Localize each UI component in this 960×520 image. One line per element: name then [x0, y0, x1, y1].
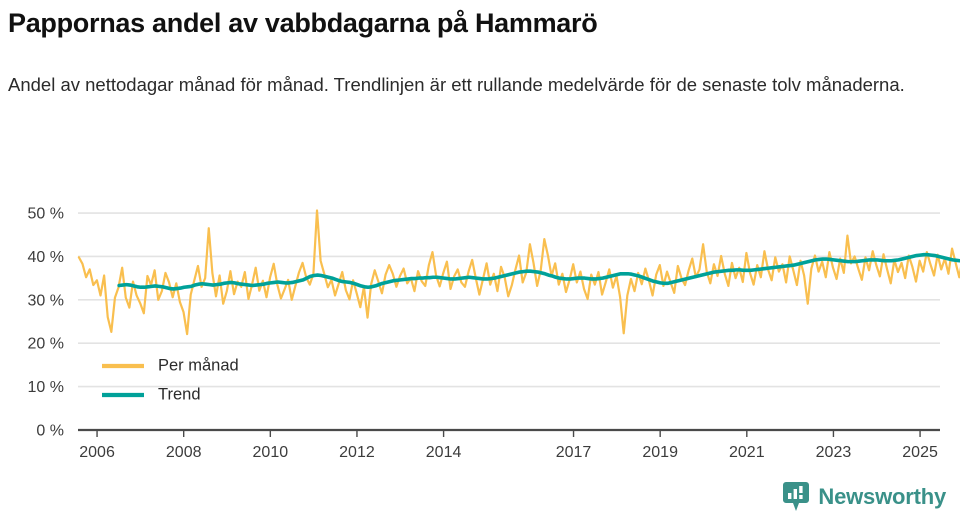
- x-axis-label-2012: 2012: [339, 444, 375, 461]
- y-axis-label-10: 10 %: [28, 379, 64, 396]
- x-axis-label-2021: 2021: [729, 444, 765, 461]
- chart-subtitle: Andel av nettodagar månad för månad. Tre…: [8, 74, 905, 95]
- line-chart: 0 % 10 % 20 % 30 % 40 % 50 % 2006 2008 2010 2012 2…: [28, 206, 960, 461]
- series-line-per-m-nad: [77, 209, 960, 336]
- page-title: Pappornas andel av vabbdagarna på Hammar…: [8, 8, 598, 38]
- x-axis-label-2014: 2014: [426, 444, 462, 461]
- chart-plot-area: 0 % 10 % 20 % 30 % 40 % 50 % 2006 2008 2010 2012 2…: [0, 170, 960, 470]
- x-axis-label-2010: 2010: [253, 444, 289, 461]
- x-axis-label-2025: 2025: [902, 444, 938, 461]
- x-axis-label-2023: 2023: [816, 444, 852, 461]
- bar-chart-bubble-icon: [783, 482, 810, 511]
- x-axis-label-2008: 2008: [166, 444, 202, 461]
- x-axis-label-2017: 2017: [556, 444, 592, 461]
- series-line-trend: [117, 252, 960, 291]
- y-axis-label-30: 30 %: [28, 292, 64, 309]
- legend-label-1: Trend: [158, 385, 201, 403]
- y-axis-label-50: 50 %: [28, 206, 64, 223]
- brand-logo: Newsworthy: [783, 482, 946, 512]
- x-axis-label-2019: 2019: [642, 444, 678, 461]
- y-axis-label-0: 0 %: [36, 423, 64, 440]
- y-axis-label-20: 20 %: [28, 336, 64, 353]
- brand-name: Newsworthy: [818, 484, 946, 509]
- legend-label-0: Per månad: [158, 356, 239, 374]
- x-axis-label-2006: 2006: [79, 444, 115, 461]
- y-axis-label-40: 40 %: [28, 249, 64, 266]
